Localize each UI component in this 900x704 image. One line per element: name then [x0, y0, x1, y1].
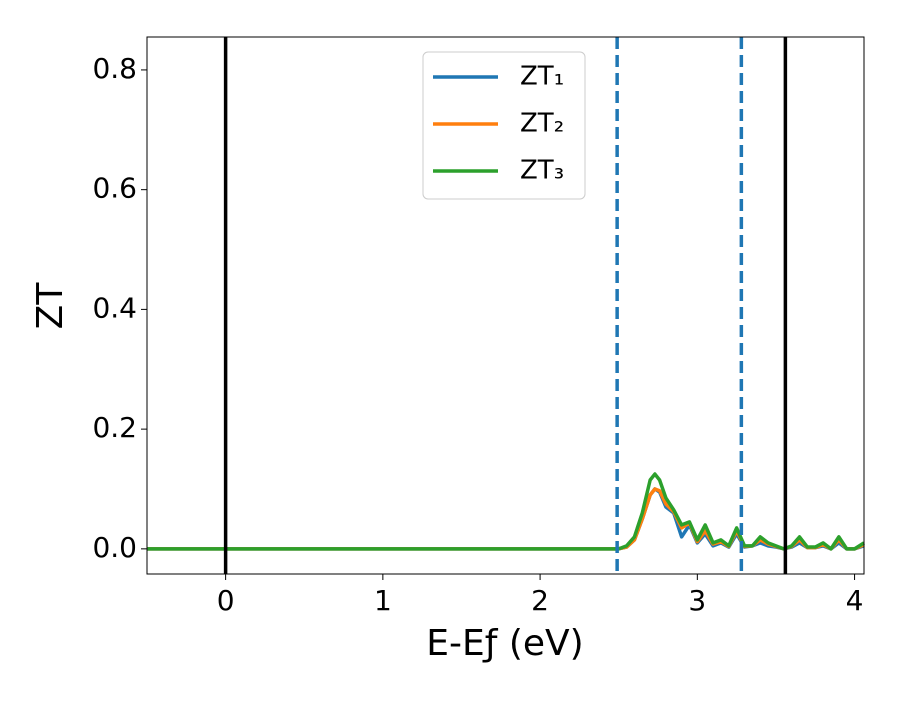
legend-label: ZT₃: [520, 156, 564, 186]
y-tick-label: 0.8: [92, 52, 137, 85]
plot-frame: [146, 36, 865, 575]
x-tick-label: 1: [374, 584, 392, 617]
y-tick-label: 0.6: [92, 172, 137, 205]
x-tick-label: 4: [846, 584, 864, 617]
legend-label: ZT₁: [520, 62, 564, 92]
x-axis-label: E-Eƒ (eV): [426, 623, 583, 664]
y-tick-label: 0.2: [92, 411, 137, 444]
y-axis-label: ZT: [30, 282, 71, 330]
y-tick-label: 0.0: [92, 531, 137, 564]
legend-box: [422, 51, 586, 200]
y-tick-label: 0.4: [92, 291, 137, 324]
legend-label: ZT₂: [520, 109, 564, 139]
x-tick-label: 0: [217, 584, 235, 617]
x-tick-label: 3: [688, 584, 706, 617]
series-line: [147, 472, 865, 551]
x-tick-label: 2: [531, 584, 549, 617]
